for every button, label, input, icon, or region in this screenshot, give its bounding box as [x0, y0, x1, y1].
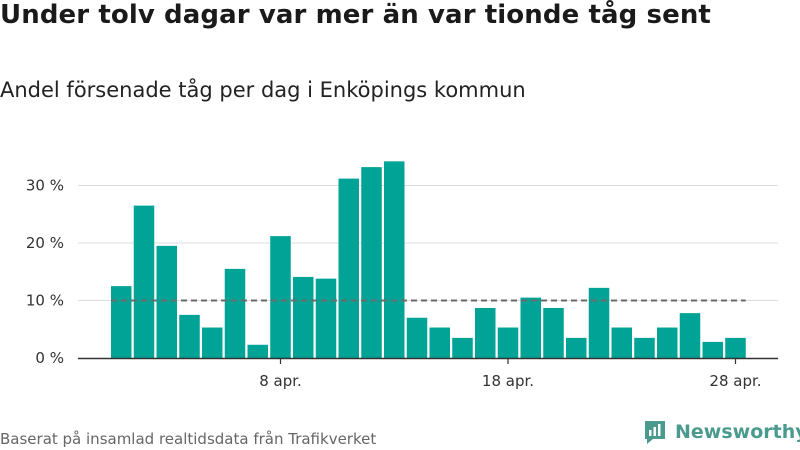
chart-subtitle: Andel försenade tåg per dag i Enköpings …: [0, 78, 526, 102]
bar: [634, 337, 655, 358]
bar: [657, 327, 678, 358]
y-tick-label: 20 %: [26, 234, 64, 252]
bar: [384, 161, 405, 358]
x-tick-label: 28 apr.: [709, 372, 761, 390]
bar: [725, 337, 746, 358]
chart-title: Under tolv dagar var mer än var tionde t…: [0, 0, 711, 30]
bar: [520, 297, 541, 358]
bar: [338, 178, 359, 358]
bar: [179, 314, 200, 358]
bar: [361, 167, 382, 358]
bar: [497, 327, 519, 358]
bar: [475, 307, 496, 358]
bar: [133, 205, 155, 358]
bar: [679, 313, 701, 358]
y-tick-label: 30 %: [26, 177, 64, 195]
bar: [406, 317, 428, 358]
bar: [588, 287, 610, 358]
bar: [293, 276, 314, 358]
bar: [452, 337, 473, 358]
source-note: Baserat på insamlad realtidsdata från Tr…: [0, 430, 377, 448]
bar-chart: 0 % 10 % 20 % 30 % 8 apr. 18 apr. 28 apr.: [26, 161, 778, 390]
y-tick-label: 0 %: [35, 349, 64, 367]
bar: [111, 286, 132, 358]
bar: [270, 236, 291, 358]
x-tick-label: 18 apr.: [482, 372, 534, 390]
bar: [429, 327, 450, 358]
bar: [224, 268, 246, 358]
brand-logo[interactable]: Newsworthy: [643, 419, 800, 445]
x-tick-label: 8 apr.: [259, 372, 302, 390]
bar: [611, 327, 632, 358]
bar: [566, 337, 587, 358]
bar: [702, 341, 723, 358]
bar: [202, 327, 223, 358]
bar: [315, 278, 337, 358]
bar: [156, 245, 177, 358]
bar: [247, 344, 268, 358]
bar: [543, 307, 564, 358]
brand-name: Newsworthy: [675, 421, 800, 443]
y-tick-label: 10 %: [26, 292, 64, 310]
newsworthy-logo-icon: [643, 419, 667, 445]
